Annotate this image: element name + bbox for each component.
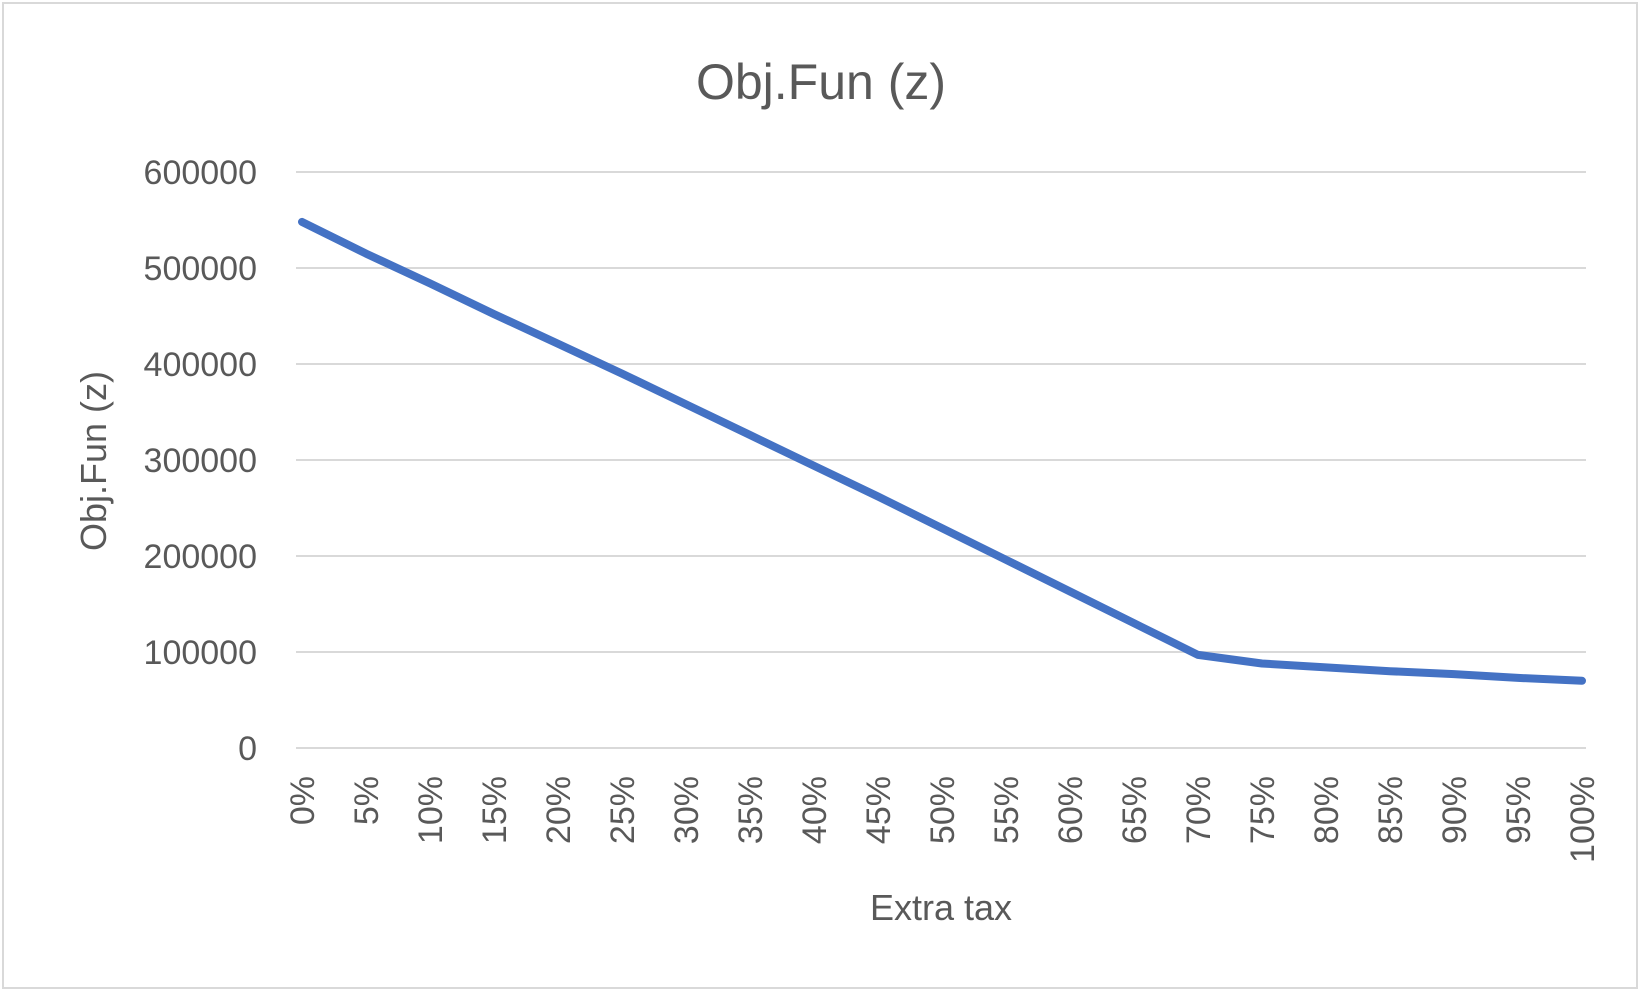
x-tick-label: 20% (540, 776, 578, 844)
data-point (1069, 590, 1071, 593)
data-point (877, 495, 879, 498)
x-tick-label: 10% (412, 776, 450, 844)
x-tick-label: 5% (348, 776, 386, 825)
data-point (941, 527, 943, 530)
x-tick-label: 40% (796, 776, 834, 844)
data-point (1197, 653, 1199, 656)
series-line (298, 217, 1586, 685)
x-tick-label: 75% (1244, 776, 1282, 844)
x-tick-label: 80% (1308, 776, 1346, 844)
x-tick-label: 55% (988, 776, 1026, 844)
y-tick-label: 400000 (144, 346, 257, 384)
y-axis-ticks: 0 100000 200000 300000 400000 500000 600000 (144, 154, 257, 768)
x-tick-label: 65% (1116, 776, 1154, 844)
data-point (685, 403, 687, 406)
x-tick-label: 100% (1564, 776, 1602, 863)
x-tick-label: 25% (604, 776, 642, 844)
chart-area: Obj.Fun (z) Obj.Fun (z) Extra tax 0 10000… (73, 54, 1602, 928)
data-point (1133, 622, 1135, 625)
x-tick-label: 90% (1436, 776, 1474, 844)
x-tick-label: 95% (1500, 776, 1538, 844)
x-axis-ticks: 0% 5% 10% 15% 20% 25% 30% 35% 40% 45% 50% 55% 60% 65%… (284, 776, 1602, 863)
data-point (1453, 673, 1455, 676)
x-tick-label: 70% (1180, 776, 1218, 844)
x-tick-label: 60% (1052, 776, 1090, 844)
data-point (813, 464, 815, 467)
x-tick-label: 45% (860, 776, 898, 844)
series-layer (298, 217, 1586, 685)
data-point (749, 434, 751, 437)
data-point (1389, 670, 1391, 673)
y-axis-title: Obj.Fun (z) (73, 371, 114, 551)
data-point (621, 372, 623, 375)
gridlines (296, 171, 1586, 749)
y-tick-label: 300000 (144, 442, 257, 480)
y-tick-label: 0 (238, 730, 257, 768)
x-tick-label: 15% (476, 776, 514, 844)
x-tick-label: 50% (924, 776, 962, 844)
data-point (1517, 676, 1519, 679)
x-tick-label: 35% (732, 776, 770, 844)
x-tick-label: 30% (668, 776, 706, 844)
data-point (1581, 679, 1583, 682)
y-tick-label: 500000 (144, 250, 257, 288)
data-point (557, 342, 559, 345)
x-tick-label: 85% (1372, 776, 1410, 844)
y-tick-label: 600000 (144, 154, 257, 192)
x-tick-label: 0% (284, 776, 322, 825)
data-point (429, 282, 431, 285)
data-point (301, 220, 303, 223)
data-point (365, 252, 367, 255)
data-point (1005, 558, 1007, 561)
chart-title: Obj.Fun (z) (696, 54, 946, 110)
data-point (493, 313, 495, 316)
data-point (1261, 662, 1263, 665)
y-tick-label: 100000 (144, 634, 257, 672)
data-point (1325, 666, 1327, 669)
x-axis-title: Extra tax (870, 887, 1012, 928)
y-tick-label: 200000 (144, 538, 257, 576)
